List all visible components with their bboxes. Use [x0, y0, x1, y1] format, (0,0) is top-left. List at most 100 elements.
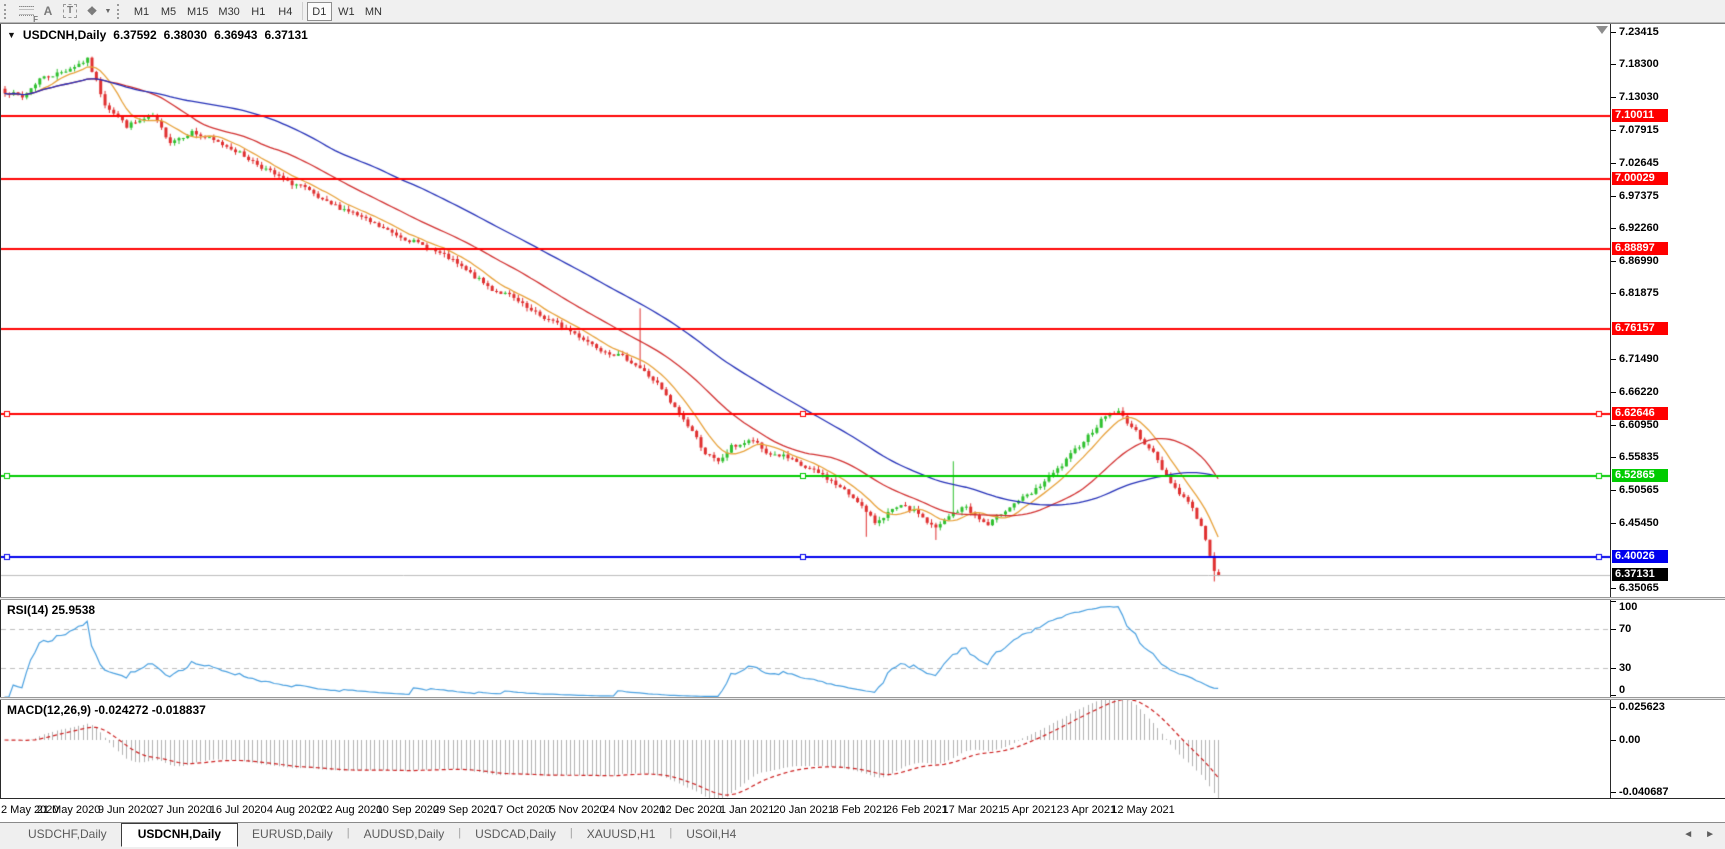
axis-tick	[1611, 668, 1616, 669]
timeframe-button-mn[interactable]: MN	[364, 5, 382, 18]
chart-tab-xauusd[interactable]: XAUUSD,H1	[586, 827, 656, 841]
price-tick-label: 6.55835	[1619, 451, 1659, 463]
date-label: 5 Apr 2021	[1003, 804, 1057, 816]
price-tick-label: 6.50565	[1619, 484, 1659, 496]
date-label: 16 Jul 2020	[209, 804, 267, 816]
chart-tab-usdcnh[interactable]: USDCNH,Daily	[120, 823, 239, 847]
hline-price-label: 6.88897	[1612, 242, 1668, 255]
macd-plot[interactable]	[0, 700, 1611, 798]
axis-tick	[1611, 629, 1616, 630]
price-tick-label: 7.18300	[1619, 58, 1659, 70]
chart-tab-usoil[interactable]: USOil,H4	[686, 827, 737, 841]
axis-tick	[1611, 32, 1616, 33]
rsi-tick-label: 70	[1619, 623, 1632, 635]
axis-tick	[1611, 707, 1616, 708]
timeframes-group: M1 M5 M15 M30 H1 H4 D1 W1 MN	[128, 0, 387, 22]
top-toolbar: F A T ❖ ▼ M1 M5 M15 M30 H1 H4 D1 W1 MN	[0, 0, 1725, 24]
macd-tick-label: -0.040687	[1619, 786, 1669, 798]
price-chart-plot[interactable]	[0, 24, 1611, 597]
axis-tick	[1611, 228, 1616, 229]
date-label: 2 May 2020	[1, 804, 59, 816]
timeframe-button-m15[interactable]: M15	[187, 5, 209, 18]
axis-tick	[1611, 293, 1616, 294]
shapes-dropdown-caret-icon[interactable]: ▼	[104, 7, 112, 15]
date-label: 9 Jun 2020	[97, 804, 153, 816]
toolbar-drag-handle[interactable]	[117, 3, 122, 19]
date-axis[interactable]: 2 May 2020 21 May 2020 9 Jun 2020 27 Jun 20…	[0, 798, 1725, 822]
toolbar-drag-handle[interactable]	[4, 3, 9, 19]
timeframe-button-m5[interactable]: M5	[160, 5, 177, 18]
axis-tick	[1611, 130, 1616, 131]
ohlc-close: 6.37131	[264, 28, 308, 42]
rsi-scale[interactable]: 100 70 30 0	[1610, 600, 1725, 697]
rsi-plot[interactable]	[0, 600, 1611, 697]
chart-tabs: USDCHF,Daily USDCNH,Daily EURUSD,Daily | AUD…	[0, 823, 750, 849]
date-label: 1 Jan 2021	[719, 804, 775, 816]
date-label: 12 May 2021	[1111, 804, 1175, 816]
axis-tick	[1611, 601, 1616, 602]
ohlc-high: 6.38030	[163, 28, 208, 42]
rsi-tick-label: 0	[1619, 684, 1626, 696]
axis-tick	[1611, 740, 1616, 741]
date-label: 27 Jun 2020	[151, 804, 212, 816]
chart-tab-usdchf[interactable]: USDCHF,Daily	[28, 827, 107, 841]
symbol-dropdown-icon[interactable]: ▼	[7, 30, 16, 40]
tab-separator: |	[669, 827, 673, 839]
timeframe-button-w1[interactable]: W1	[338, 5, 355, 18]
hline-price-label: 6.76157	[1612, 322, 1668, 335]
drawing-tools-group: F A T ❖ ▼	[15, 0, 113, 24]
shapes-arrows-icon[interactable]: ❖	[86, 4, 98, 18]
text-label-icon[interactable]: A	[43, 4, 53, 18]
chart-tab-audusd[interactable]: AUDUSD,Daily	[363, 827, 445, 841]
price-scale[interactable]: 7.23415 7.18300 7.13030 7.07915 7.02645 6.973…	[1610, 24, 1725, 597]
price-tick-label: 7.13030	[1619, 91, 1659, 103]
price-tick-label: 6.45450	[1619, 517, 1659, 529]
text-tool-icon[interactable]: T	[59, 1, 81, 21]
fibonacci-grid-icon[interactable]: F	[15, 1, 38, 24]
price-tick-label: 6.35065	[1619, 582, 1659, 594]
axis-tick	[1611, 523, 1616, 524]
chart-tab-eurusd[interactable]: EURUSD,Daily	[252, 827, 333, 841]
chart-shift-marker-icon[interactable]	[1596, 26, 1608, 34]
tabs-scroll-left-icon[interactable]: ◄	[1683, 829, 1694, 840]
axis-tick	[1611, 97, 1616, 98]
date-label: 4 Aug 2020	[266, 804, 323, 816]
timeframe-button-m1[interactable]: M1	[133, 5, 150, 18]
chart-tab-usdcad[interactable]: USDCAD,Daily	[475, 827, 556, 841]
timeframe-button-d1[interactable]: D1	[306, 1, 332, 21]
price-tick-label: 6.60950	[1619, 419, 1659, 431]
date-label: 17 Mar 2021	[942, 804, 1005, 816]
rsi-tick-label: 100	[1619, 601, 1638, 613]
rsi-panel: RSI(14) 25.9538 100 70 30 0	[0, 600, 1725, 697]
panel-separator[interactable]	[0, 597, 1725, 600]
chart-window: ▼ USDCNH,Daily 6.37592 6.38030 6.36943 6…	[0, 23, 1725, 822]
timeframe-button-h1[interactable]: H1	[251, 5, 266, 18]
axis-tick	[1611, 196, 1616, 197]
date-label: 8 Feb 2021	[832, 804, 889, 816]
macd-scale[interactable]: 0.025623 0.00 -0.040687	[1610, 700, 1725, 798]
axis-tick	[1611, 490, 1616, 491]
price-panel: ▼ USDCNH,Daily 6.37592 6.38030 6.36943 6…	[0, 24, 1725, 597]
price-tick-label: 7.23415	[1619, 26, 1659, 38]
tab-separator: |	[569, 827, 573, 839]
price-tick-label: 6.92260	[1619, 222, 1659, 234]
date-label: 5 Nov 2020	[549, 804, 606, 816]
macd-panel: MACD(12,26,9) -0.024272 -0.018837 0.0256…	[0, 700, 1725, 798]
tabs-scroll-right-icon[interactable]: ►	[1705, 829, 1715, 840]
date-label: 29 Sep 2020	[433, 804, 496, 816]
timeframe-button-m30[interactable]: M30	[218, 5, 240, 18]
symbol-label: USDCNH,Daily	[22, 28, 107, 42]
axis-tick	[1611, 457, 1616, 458]
macd-tick-label: 0.00	[1619, 734, 1641, 746]
hline-price-label: 6.52865	[1612, 469, 1668, 482]
axis-tick	[1611, 425, 1616, 426]
panel-separator[interactable]	[0, 697, 1725, 700]
chart-title[interactable]: ▼ USDCNH,Daily 6.37592 6.38030 6.36943 6…	[7, 28, 308, 42]
hline-price-label: 6.40026	[1612, 550, 1668, 563]
hline-price-label: 7.00029	[1612, 172, 1668, 185]
date-label: 10 Sep 2020	[376, 804, 440, 816]
timeframe-button-h4[interactable]: H4	[278, 5, 293, 18]
axis-tick	[1611, 163, 1616, 164]
macd-title: MACD(12,26,9) -0.024272 -0.018837	[7, 703, 206, 717]
hline-price-label: 7.10011	[1612, 109, 1668, 122]
